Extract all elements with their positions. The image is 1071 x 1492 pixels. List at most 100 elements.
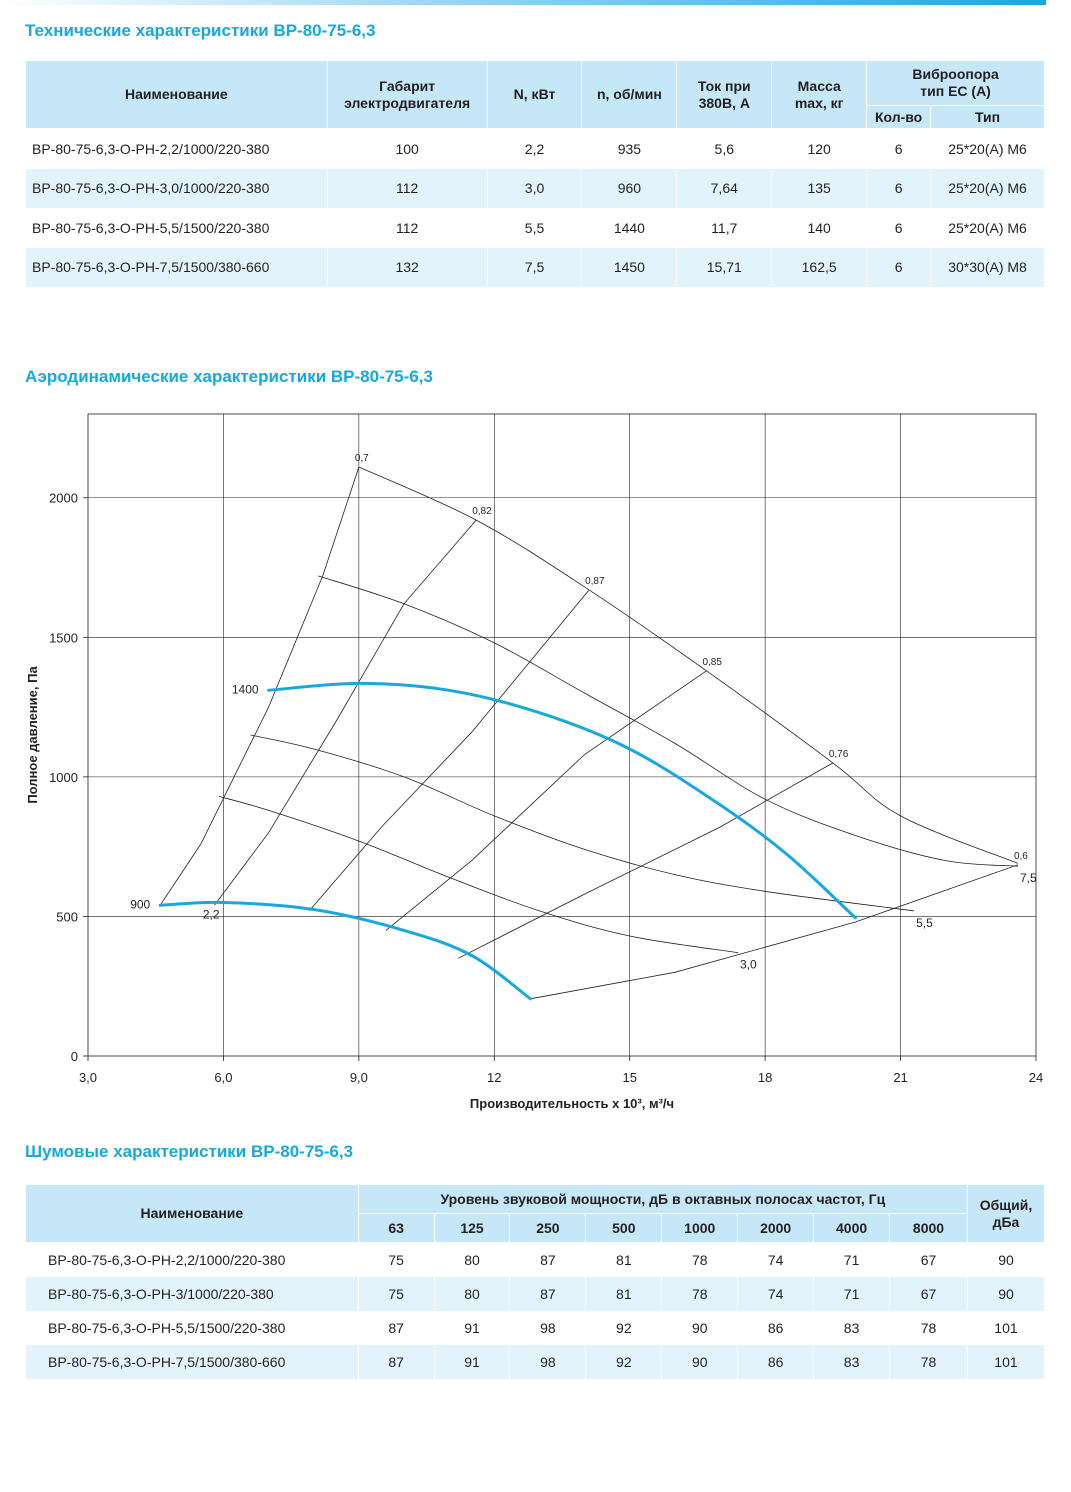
noise-header-total: Общий, дБа: [966, 1184, 1046, 1243]
cell-power: 2,2: [486, 128, 583, 169]
cell-level: 71: [813, 1242, 891, 1277]
freq-header: 125: [433, 1213, 511, 1243]
freq-header: 250: [509, 1213, 587, 1243]
freq-header: 63: [357, 1213, 435, 1243]
cell-count: 6: [866, 128, 932, 169]
speed-label: 1400: [232, 682, 259, 696]
cell-level: 90: [661, 1311, 739, 1345]
cell-level: 91: [433, 1345, 511, 1379]
model-name: ВР-80-75-6,3-О-РН-7,5/1500/380-660: [25, 247, 328, 287]
cell-level: 74: [737, 1277, 815, 1311]
x-tick-label: 24: [1029, 1070, 1043, 1085]
noise-header-name: Наименование: [25, 1184, 359, 1243]
top-accent-bar: [0, 0, 1046, 5]
power-label: 2,2: [203, 907, 220, 921]
cell-level: 78: [661, 1277, 739, 1311]
table-row: ВР-80-75-6,3-О-РН-5,5/1500/220-380 87 91 98…: [25, 1311, 1046, 1345]
cell-speed: 1450: [581, 247, 678, 287]
header-vibro-count: Кол-во: [866, 105, 932, 129]
cell-level: 98: [509, 1311, 587, 1345]
x-tick-label: 9,0: [350, 1070, 368, 1085]
model-name: ВР-80-75-6,3-О-РН-2,2/1000/220-380: [25, 128, 328, 169]
y-axis-label: Полное давление, Па: [25, 666, 40, 804]
freq-header: 4000: [813, 1213, 891, 1243]
cell-level: 86: [737, 1345, 815, 1379]
header-power: N, кВт: [486, 60, 583, 129]
cell-level: 92: [585, 1345, 663, 1379]
cell-level: 90: [661, 1345, 739, 1379]
power-label: 5,5: [916, 916, 933, 930]
power-label: 3,0: [740, 958, 757, 972]
x-tick-label: 21: [893, 1070, 907, 1085]
freq-header: 500: [585, 1213, 663, 1243]
speed-curve: [267, 681, 857, 920]
cell-level: 78: [661, 1242, 739, 1277]
efficiency-line: [385, 670, 707, 931]
header-vibro: Виброопора тип ЕС (А): [866, 60, 1045, 106]
efficiency-line: [214, 519, 477, 906]
y-tick-label: 1500: [49, 630, 78, 645]
cell-total: 90: [966, 1277, 1046, 1311]
efficiency-label: 0,87: [585, 576, 605, 587]
cell-type: 30*30(А) М8: [930, 247, 1045, 287]
speed-curve: [158, 900, 532, 1001]
speed-label: 900: [130, 897, 150, 911]
model-name: ВР-80-75-6,3-О-РН-5,5/1500/220-380: [25, 1311, 359, 1345]
power-curve: [218, 796, 739, 954]
cell-mass: 135: [771, 168, 868, 208]
efficiency-label: 0,85: [702, 657, 722, 668]
cell-level: 75: [357, 1277, 435, 1311]
cell-current: 11,7: [676, 208, 773, 248]
cell-type: 25*20(А) М6: [930, 128, 1045, 169]
cell-gabarit: 112: [326, 168, 488, 208]
cell-level: 81: [585, 1277, 663, 1311]
model-name: ВР-80-75-6,3-О-РН-3,0/1000/220-380: [25, 168, 328, 208]
y-tick-label: 500: [56, 909, 78, 924]
cell-level: 83: [813, 1345, 891, 1379]
cell-level: 71: [813, 1277, 891, 1311]
cell-level: 80: [433, 1277, 511, 1311]
cell-total: 90: [966, 1242, 1046, 1277]
cell-current: 5,6: [676, 128, 773, 169]
tech-specs-table: Наименование Габарит электродвигателя N, …: [25, 60, 1045, 287]
cell-level: 87: [357, 1311, 435, 1345]
efficiency-line: [530, 864, 1019, 1000]
efficiency-line: [458, 762, 834, 959]
pressure-envelope: [358, 466, 1019, 864]
cell-mass: 120: [771, 128, 868, 169]
efficiency-label: 0,6: [1014, 851, 1028, 862]
x-tick-label: 15: [622, 1070, 636, 1085]
cell-level: 80: [433, 1242, 511, 1277]
cell-power: 7,5: [486, 247, 583, 287]
cell-mass: 140: [771, 208, 868, 248]
plot-frame: [87, 413, 1037, 1057]
cell-level: 86: [737, 1311, 815, 1345]
cell-level: 74: [737, 1242, 815, 1277]
header-name: Наименование: [25, 60, 328, 129]
header-speed: n, об/мин: [581, 60, 678, 129]
header-gabarit: Габарит электродвигателя: [326, 60, 488, 129]
cell-level: 87: [357, 1345, 435, 1379]
table-row: ВР-80-75-6,3-О-РН-3/1000/220-380 75 80 87 81…: [25, 1277, 1046, 1311]
x-axis-label: Производительность х 10³, м³/ч: [470, 1096, 674, 1111]
efficiency-line: [159, 466, 360, 906]
model-name: ВР-80-75-6,3-О-РН-2,2/1000/220-380: [25, 1242, 359, 1277]
cell-power: 5,5: [486, 208, 583, 248]
cell-mass: 162,5: [771, 247, 868, 287]
cell-total: 101: [966, 1311, 1046, 1345]
table-row: ВР-80-75-6,3-О-РН-3,0/1000/220-380 112 3,0…: [25, 168, 1045, 208]
cell-count: 6: [866, 208, 932, 248]
noise-table: Наименование Уровень звуковой мощности, …: [25, 1184, 1046, 1379]
power-label: 7,5: [1020, 871, 1037, 885]
aero-chart: 3,0 6,0 9,0 12 15 18 21 24 0 500 1000 1500 2000 Произ…: [25, 413, 1043, 1111]
header-current: Ток при 380В, А: [676, 60, 773, 129]
header-mass: Масса max, кг: [771, 60, 868, 129]
cell-current: 7,64: [676, 168, 773, 208]
model-name: ВР-80-75-6,3-О-РН-3/1000/220-380: [25, 1277, 359, 1311]
cell-gabarit: 132: [326, 247, 488, 287]
cell-count: 6: [866, 168, 932, 208]
header-vibro-type: Тип: [930, 105, 1045, 129]
power-curve: [318, 575, 1018, 867]
cell-type: 25*20(А) М6: [930, 168, 1045, 208]
cell-total: 101: [966, 1345, 1046, 1379]
